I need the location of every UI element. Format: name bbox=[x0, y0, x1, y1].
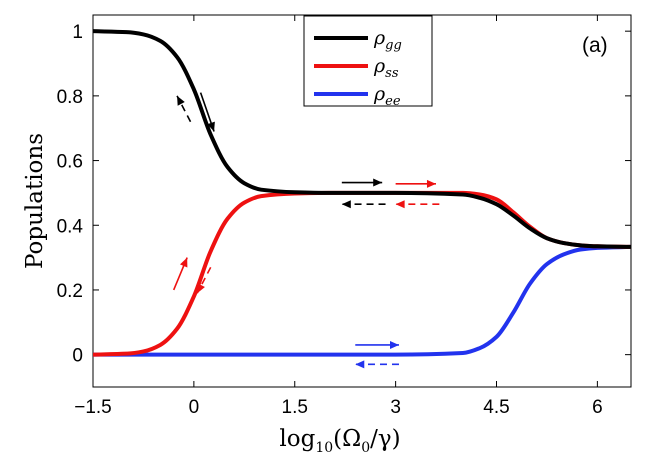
legend: ρgg ρss ρee bbox=[303, 15, 433, 109]
x-tick-label: 6 bbox=[592, 397, 603, 418]
legend-label-rho-ee: ρee bbox=[373, 83, 401, 109]
x-axis-title: log10(Ω0/γ) bbox=[279, 426, 400, 456]
annotation-arrow-1 bbox=[199, 92, 215, 132]
annotation-arrow-10 bbox=[355, 360, 399, 369]
series-layer bbox=[93, 29, 631, 357]
x-tick-label: −1.5 bbox=[74, 397, 112, 418]
y-tick-label: 0.4 bbox=[57, 216, 84, 237]
y-tick-label: 0.6 bbox=[57, 152, 83, 173]
y-tick-label: 0.2 bbox=[57, 281, 83, 302]
series-line-ee bbox=[93, 244, 631, 357]
annotation-arrow-9 bbox=[355, 340, 399, 349]
annotation-arrow-5 bbox=[341, 178, 383, 187]
annotation-arrows bbox=[172, 92, 440, 369]
x-tick-label: 3 bbox=[390, 397, 401, 418]
annotation-arrow-4 bbox=[196, 266, 212, 294]
series-line-gg bbox=[93, 29, 631, 249]
legend-label-rho-ss: ρss bbox=[373, 55, 399, 81]
x-tick-label: 1.5 bbox=[282, 397, 308, 418]
y-tick-label: 1 bbox=[72, 22, 83, 43]
panel-label: (a) bbox=[582, 34, 608, 57]
annotation-arrow-7 bbox=[341, 200, 386, 209]
x-tick-label: 4.5 bbox=[483, 397, 509, 418]
annotation-arrow-2 bbox=[176, 95, 192, 123]
y-axis-title: Populations bbox=[22, 133, 48, 269]
legend-label-rho-gg: ρgg bbox=[373, 27, 402, 53]
legend-box bbox=[303, 15, 433, 107]
annotation-arrow-8 bbox=[395, 200, 440, 209]
annotation-arrow-3 bbox=[172, 257, 188, 291]
y-tick-label: 0 bbox=[72, 346, 83, 367]
annotation-arrow-6 bbox=[395, 179, 436, 188]
x-tick-label: 0 bbox=[189, 397, 200, 418]
y-tick-label: 0.8 bbox=[57, 87, 83, 108]
